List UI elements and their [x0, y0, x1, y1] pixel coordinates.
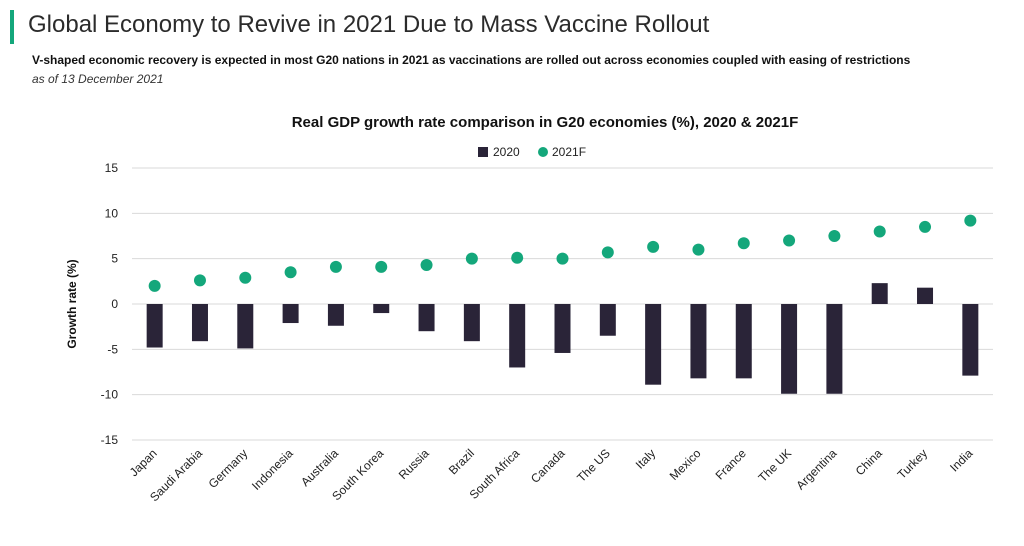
dot-2021f: [375, 260, 388, 273]
x-tick-label: Japan: [127, 446, 160, 479]
dot-2021f: [828, 230, 841, 242]
legend-swatch-2021f: [538, 147, 548, 157]
title-accent-bar: [10, 10, 14, 44]
bar-2020: [509, 304, 526, 368]
series-2021f-dots: [148, 214, 977, 292]
dot-2021f: [193, 274, 206, 287]
dot-2021f: [873, 225, 886, 238]
x-tick-label: Italy: [633, 446, 658, 471]
bar-2020: [373, 304, 390, 314]
dot-2021f: [284, 266, 297, 279]
x-tick-label: Russia: [396, 446, 432, 482]
dot-2021f: [420, 259, 433, 272]
date-note: as of 13 December 2021: [32, 72, 164, 86]
dot-2021f: [783, 234, 796, 247]
chart-title: Real GDP growth rate comparison in G20 e…: [292, 114, 799, 131]
bar-2020: [645, 304, 662, 385]
y-axis-label: Growth rate (%): [65, 259, 79, 348]
x-tick-label: Germany: [206, 446, 251, 491]
bar-2020: [237, 304, 254, 349]
bar-2020: [826, 304, 843, 394]
bar-2020: [735, 304, 752, 379]
dot-2021f: [692, 243, 705, 256]
y-tick-label: -15: [101, 433, 119, 447]
y-tick-label: -10: [101, 388, 119, 402]
dot-2021f: [647, 240, 660, 253]
bar-2020: [418, 304, 435, 332]
x-tick-label: Mexico: [667, 446, 704, 483]
bar-2020: [327, 304, 344, 326]
y-tick-label: 0: [111, 297, 118, 311]
bar-2020: [917, 287, 934, 304]
x-tick-label: The UK: [756, 446, 795, 485]
dot-2021f: [964, 214, 977, 227]
legend-label-2021f: 2021F: [552, 145, 586, 159]
bar-2020: [146, 304, 163, 348]
y-tick-labels: 15 10 5 0 -5 -10 -15: [101, 161, 119, 447]
series-2020-bars: [146, 283, 979, 394]
dot-2021f: [556, 252, 569, 265]
legend-label-2020: 2020: [493, 145, 520, 159]
legend-swatch-2020: [478, 147, 488, 157]
x-tick-label: Brazil: [446, 446, 477, 477]
bar-2020: [962, 304, 979, 376]
x-tick-label: Australia: [298, 446, 341, 489]
y-tick-label: -5: [107, 342, 118, 356]
legend: 2020 2021F: [478, 145, 586, 159]
bar-2020: [871, 283, 888, 304]
dot-2021f: [148, 279, 161, 292]
dot-2021f: [511, 251, 524, 264]
bar-2020: [463, 304, 480, 342]
bar-2020: [781, 304, 798, 394]
dot-2021f: [737, 237, 750, 250]
bar-2020: [282, 304, 299, 324]
x-tick-label: Turkey: [895, 446, 931, 482]
bar-2020: [599, 304, 616, 336]
dot-2021f: [239, 271, 252, 284]
y-tick-label: 5: [111, 252, 118, 266]
bar-2020: [191, 304, 208, 342]
y-tick-label: 15: [105, 161, 119, 175]
page-title: Global Economy to Revive in 2021 Due to …: [28, 11, 710, 38]
x-tick-label: France: [713, 446, 750, 483]
x-tick-label: India: [947, 446, 976, 475]
x-tick-label: Canada: [528, 446, 568, 486]
dot-2021f: [465, 252, 478, 265]
dot-2021f: [919, 220, 932, 233]
page-subtitle: V-shaped economic recovery is expected i…: [32, 53, 911, 67]
bar-2020: [690, 304, 707, 379]
x-tick-label: Argentina: [793, 446, 839, 492]
dot-2021f: [601, 246, 614, 259]
x-tick-label: China: [853, 446, 885, 478]
dot-2021f: [329, 260, 342, 273]
x-tick-label: Indonesia: [249, 446, 296, 493]
x-tick-label: The US: [574, 446, 613, 485]
y-tick-label: 10: [105, 206, 119, 220]
bar-2020: [554, 304, 571, 353]
